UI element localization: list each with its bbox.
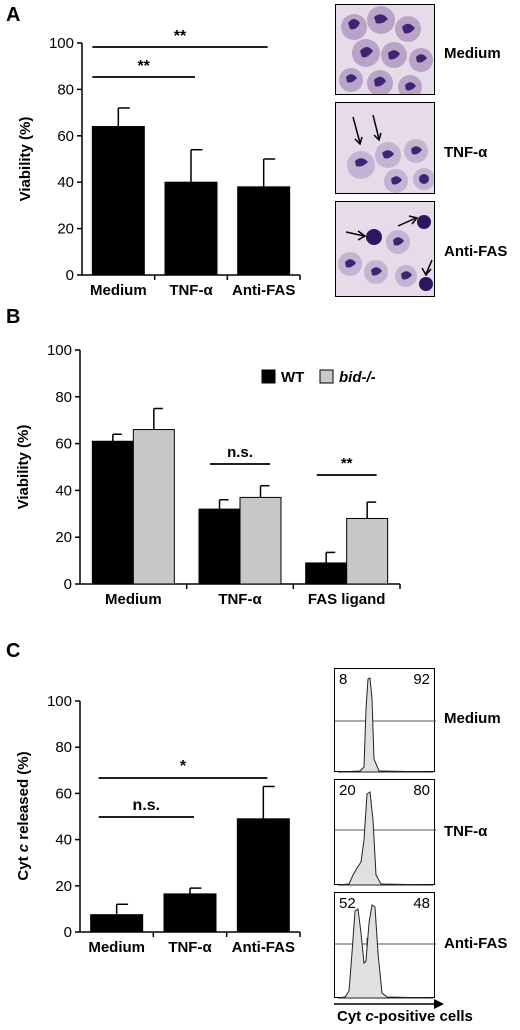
flow-right-pct-tnf: 80 bbox=[413, 782, 430, 799]
legend-swatch bbox=[261, 369, 276, 384]
micrograph-label-medium: Medium bbox=[444, 45, 501, 62]
flow-left-pct-medium: 8 bbox=[339, 671, 348, 688]
legend-swatch bbox=[319, 369, 334, 384]
bar bbox=[91, 440, 134, 585]
y-tick-label: 20 bbox=[57, 221, 74, 238]
significance-label: n.s. bbox=[227, 444, 253, 461]
flow-xlabel-italic: c bbox=[365, 1008, 374, 1025]
panel-letter-b: B bbox=[6, 306, 21, 328]
y-tick-label: 100 bbox=[47, 693, 72, 710]
y-tick-label: 20 bbox=[55, 529, 72, 546]
bar bbox=[237, 186, 291, 276]
x-tick-label: TNF-α bbox=[169, 282, 213, 299]
significance-label: * bbox=[180, 758, 187, 775]
x-tick-label: Medium bbox=[88, 939, 145, 956]
y-tick-label: 80 bbox=[57, 81, 74, 98]
y-tick-label: 20 bbox=[55, 878, 72, 895]
significance-label: ** bbox=[137, 58, 150, 75]
y-tick-label: 80 bbox=[55, 389, 72, 406]
x-tick-label: Medium bbox=[90, 282, 147, 299]
flow-histogram-medium: 8 92 bbox=[334, 668, 436, 773]
micrograph-medium bbox=[335, 4, 435, 95]
y-tick-label: 60 bbox=[55, 436, 72, 453]
chart-b: 0 20 40 60 80 100 Medium TNF-α FAS ligand Viabili… bbox=[15, 342, 401, 608]
bar bbox=[239, 496, 282, 585]
bar bbox=[91, 126, 145, 276]
bar bbox=[198, 508, 241, 585]
x-tick-label: TNF-α bbox=[218, 591, 262, 608]
micrograph-anti-fas bbox=[335, 201, 435, 297]
y-tick-label: 100 bbox=[47, 342, 72, 359]
flow-histogram-tnf: 20 80 bbox=[334, 779, 436, 886]
bar bbox=[346, 517, 389, 585]
y-tick-label: 0 bbox=[64, 924, 72, 941]
flow-xlabel-prefix: Cyt bbox=[337, 1008, 366, 1025]
flow-xlabel-suffix: -positive cells bbox=[373, 1008, 473, 1025]
x-tick-label: TNF-α bbox=[168, 939, 212, 956]
x-tick-label: Anti-FAS bbox=[232, 939, 295, 956]
y-tick-label: 40 bbox=[55, 832, 72, 849]
bar bbox=[305, 562, 348, 585]
micrograph-label-tnf: TNF-α bbox=[444, 144, 488, 161]
bar bbox=[90, 914, 144, 933]
bar bbox=[164, 181, 218, 276]
y-tick-label: 40 bbox=[57, 174, 74, 191]
flow-axis-arrow bbox=[334, 999, 444, 1009]
flow-label-anti-fas: Anti-FAS bbox=[444, 935, 508, 952]
micrograph-tnf bbox=[335, 102, 435, 194]
y-tick-label: 0 bbox=[64, 576, 72, 593]
flow-label-tnf: TNF-α bbox=[444, 823, 488, 840]
flow-label-medium: Medium bbox=[444, 710, 501, 727]
chart-c: 0 20 40 60 80 100 Medium TNF-α Anti-FAS Cyt c rel… bbox=[15, 693, 301, 956]
x-tick-label: Anti-FAS bbox=[232, 282, 295, 299]
y-axis-label-italic: c bbox=[15, 843, 32, 852]
flow-left-pct-tnf: 20 bbox=[339, 782, 356, 799]
y-axis-label: Viability (%) bbox=[15, 425, 32, 510]
bar bbox=[236, 818, 290, 933]
panel-letter-a: A bbox=[6, 4, 21, 26]
legend-label: WT bbox=[281, 369, 304, 386]
significance-label: n.s. bbox=[133, 797, 161, 814]
x-tick-label: FAS ligand bbox=[308, 591, 386, 608]
flow-histogram-anti-fas: 52 48 bbox=[334, 892, 436, 999]
flow-right-pct-anti-fas: 48 bbox=[413, 895, 430, 912]
y-tick-label: 60 bbox=[57, 128, 74, 145]
y-tick-label: 80 bbox=[55, 739, 72, 756]
flow-right-pct-medium: 92 bbox=[413, 671, 430, 688]
legend-label: bid-/- bbox=[339, 369, 376, 386]
y-tick-label: 0 bbox=[66, 267, 74, 284]
significance-label: ** bbox=[341, 455, 353, 472]
x-tick-label: Medium bbox=[105, 591, 162, 608]
y-axis-label-prefix: Cyt bbox=[15, 852, 32, 880]
significance-label: ** bbox=[174, 28, 187, 45]
flow-left-pct-anti-fas: 52 bbox=[339, 895, 356, 912]
flow-xlabel: Cyt c-positive cells bbox=[337, 1008, 473, 1025]
y-axis-label: Cyt c released (%) bbox=[15, 751, 32, 880]
y-axis-label-suffix: released (%) bbox=[15, 751, 32, 844]
chart-a: 0 20 40 60 80 100 Medium TNF-α Anti-FAS Viability… bbox=[17, 28, 301, 299]
panel-letter-c: C bbox=[6, 640, 21, 662]
y-tick-label: 60 bbox=[55, 785, 72, 802]
bar bbox=[163, 893, 217, 933]
y-tick-label: 100 bbox=[49, 35, 74, 52]
bar bbox=[132, 429, 175, 585]
y-axis-label: Viability (%) bbox=[17, 117, 34, 202]
micrograph-label-anti-fas: Anti-FAS bbox=[444, 243, 508, 260]
y-tick-label: 40 bbox=[55, 482, 72, 499]
